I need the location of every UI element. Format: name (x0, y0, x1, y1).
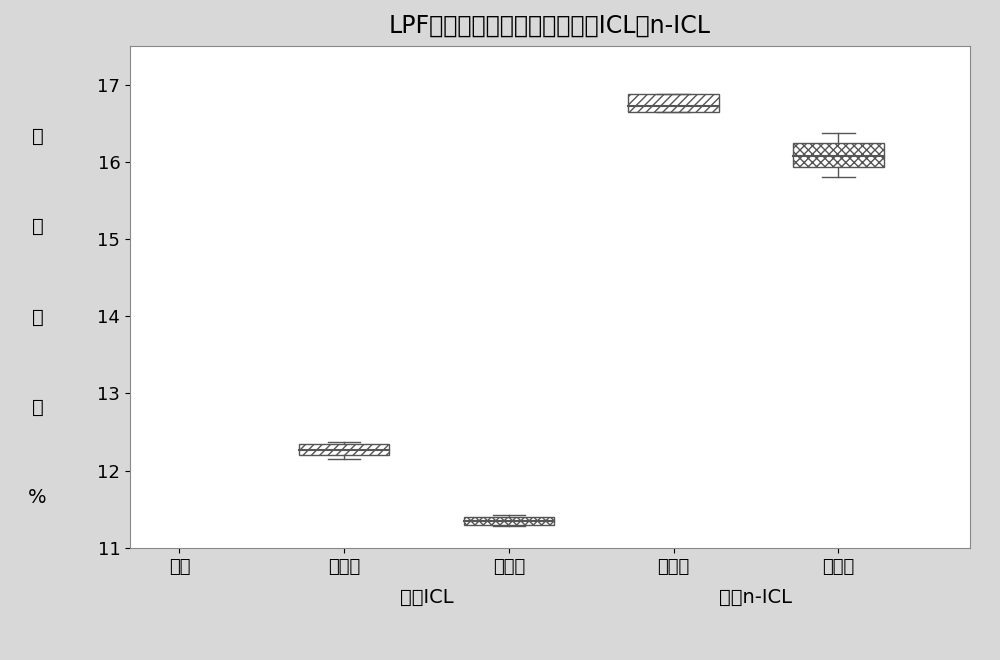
Text: 失: 失 (32, 398, 43, 417)
Title: LPF阴极、石墨阳极、小型电池ICL和n-ICL: LPF阴极、石墨阳极、小型电池ICL和n-ICL (389, 13, 711, 38)
Bar (299, 444, 389, 455)
Bar (793, 143, 884, 168)
Text: 形成ICL: 形成ICL (400, 588, 453, 607)
Text: %: % (28, 488, 47, 507)
Text: 量: 量 (32, 217, 43, 236)
Text: 损: 损 (32, 308, 43, 327)
Text: 定型n-ICL: 定型n-ICL (719, 588, 792, 607)
Text: 容: 容 (32, 127, 43, 146)
Bar (628, 94, 719, 112)
Bar (464, 517, 554, 525)
